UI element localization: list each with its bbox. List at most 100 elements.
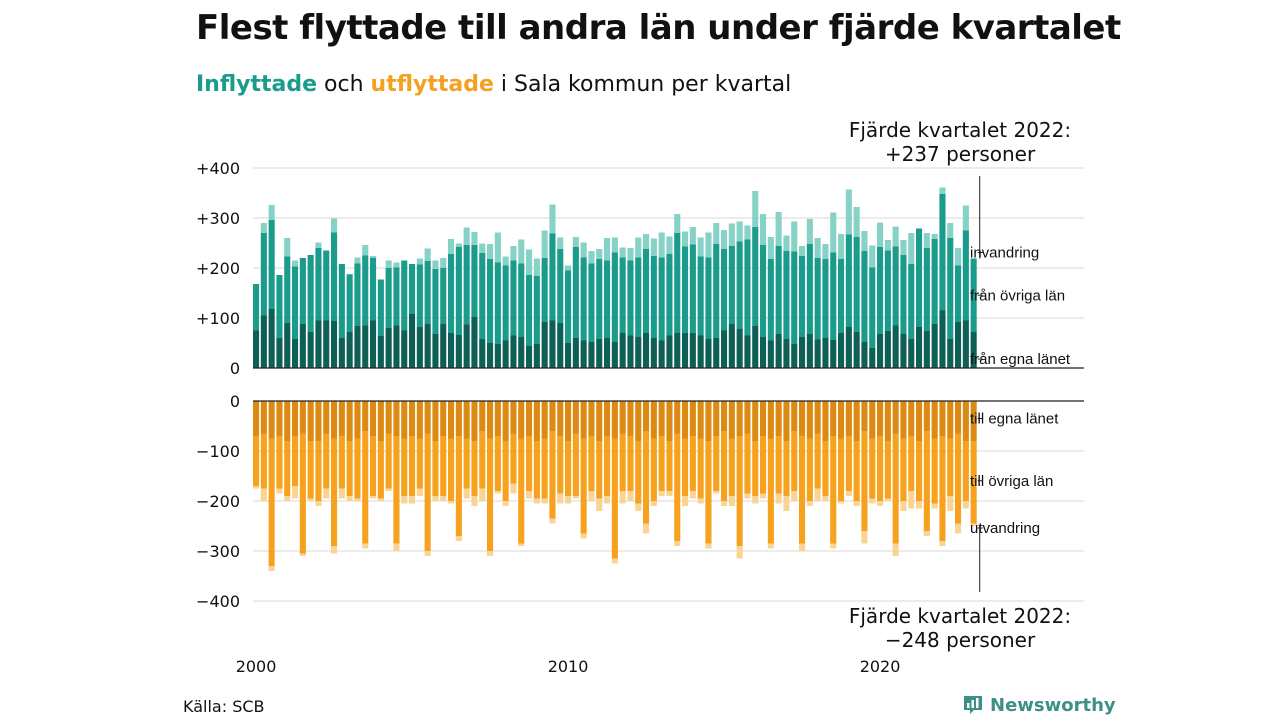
bar-out-ovriga <box>697 438 704 499</box>
bar-in-ovriga <box>713 244 720 338</box>
bar-in-invandring <box>650 238 657 256</box>
bar-in-invandring <box>931 234 938 239</box>
bar-out-utvandring <box>908 491 915 509</box>
bar-in-ovriga <box>471 245 478 317</box>
bar-out-utvandring <box>923 531 930 536</box>
bar-in-invandring <box>713 223 720 244</box>
bar-in-ovriga <box>674 233 681 333</box>
bar-in-ovriga <box>822 259 829 338</box>
bar-in-ovriga <box>292 266 299 339</box>
bar-out-utvandring <box>526 491 533 499</box>
bar-out-egna <box>721 401 728 431</box>
bar-in-invandring <box>697 237 704 257</box>
bar-out-utvandring <box>260 488 267 501</box>
bar-out-utvandring <box>307 498 314 501</box>
bar-in-ovriga <box>650 256 657 338</box>
bar-in-ovriga <box>588 263 595 342</box>
bar-in-invandring <box>830 212 837 253</box>
x-tick-label: 2020 <box>860 657 901 676</box>
bar-in-egna <box>354 326 361 368</box>
newsworthy-bars-icon <box>964 696 982 714</box>
bar-out-ovriga <box>409 436 416 496</box>
bar-in-invandring <box>479 243 486 253</box>
bar-out-utvandring <box>362 543 369 549</box>
bar-out-utvandring <box>736 546 743 559</box>
bar-in-ovriga <box>479 253 486 339</box>
bar-in-ovriga <box>877 247 884 334</box>
bar-out-utvandring <box>853 501 860 506</box>
bar-in-egna <box>760 337 767 368</box>
bar-in-egna <box>331 321 338 368</box>
bar-in-invandring <box>393 262 400 268</box>
bar-out-egna <box>658 401 665 436</box>
bar-out-ovriga <box>377 441 384 499</box>
bar-out-egna <box>526 401 533 436</box>
bar-out-ovriga <box>728 438 735 496</box>
bar-in-invandring <box>861 231 868 251</box>
bar-out-utvandring <box>354 498 361 501</box>
bar-in-invandring <box>268 205 275 220</box>
bar-out-egna <box>705 401 712 441</box>
bar-out-ovriga <box>604 436 611 496</box>
bar-out-utvandring <box>611 558 618 564</box>
bar-in-invandring <box>783 235 790 251</box>
bar-out-egna <box>791 401 798 431</box>
bar-out-ovriga <box>767 438 774 544</box>
bar-out-egna <box>775 401 782 436</box>
bar-out-egna <box>884 401 891 441</box>
bar-out-egna <box>604 401 611 436</box>
bar-out-ovriga <box>760 436 767 494</box>
bar-out-utvandring <box>323 488 330 499</box>
bar-in-egna <box>526 346 533 368</box>
bar-in-ovriga <box>307 255 314 332</box>
bar-in-ovriga <box>401 260 408 331</box>
bar-out-ovriga <box>830 436 837 544</box>
bar-out-utvandring <box>424 551 431 556</box>
bar-in-egna <box>518 337 525 368</box>
bar-out-egna <box>393 401 400 436</box>
bar-in-egna <box>970 332 977 368</box>
bar-out-utvandring <box>916 501 923 509</box>
bar-in-egna <box>705 339 712 368</box>
bar-out-utvandring <box>682 496 689 506</box>
bar-in-ovriga <box>962 230 969 321</box>
bar-in-ovriga <box>346 274 353 332</box>
bar-out-utvandring <box>494 491 501 494</box>
bar-in-invandring <box>799 246 806 256</box>
bar-out-utvandring <box>463 488 470 499</box>
bar-in-ovriga <box>260 233 267 316</box>
bar-in-invandring <box>767 237 774 259</box>
bar-in-egna <box>424 324 431 368</box>
bar-in-egna <box>611 342 618 368</box>
bar-out-utvandring <box>588 491 595 501</box>
newsworthy-logo: Newsworthy <box>962 694 1116 716</box>
bar-out-utvandring <box>471 496 478 506</box>
bar-out-utvandring <box>549 518 556 524</box>
bar-out-ovriga <box>674 433 681 541</box>
bar-out-ovriga <box>401 438 408 496</box>
bar-out-egna <box>892 401 899 434</box>
bar-out-utvandring <box>604 496 611 504</box>
bar-in-ovriga <box>744 239 751 336</box>
bar-out-ovriga <box>658 436 665 491</box>
annotation-top-line2: +237 personer <box>884 142 1036 166</box>
bar-in-egna <box>619 333 626 368</box>
bar-in-egna <box>557 323 564 368</box>
bar-in-invandring <box>260 223 267 233</box>
bar-out-ovriga <box>494 436 501 491</box>
subtitle-inflyttade: Inflyttade <box>196 72 318 97</box>
bar-out-utvandring <box>775 493 782 504</box>
bar-out-utvandring <box>884 498 891 501</box>
bar-out-utvandring <box>268 566 275 571</box>
bar-out-ovriga <box>253 436 260 486</box>
bar-in-invandring <box>487 244 494 259</box>
bar-out-ovriga <box>331 438 338 546</box>
bar-out-egna <box>580 401 587 439</box>
bar-out-egna <box>596 401 603 441</box>
bar-out-ovriga <box>362 431 369 544</box>
bar-in-egna <box>260 315 267 368</box>
bar-in-egna <box>253 330 260 368</box>
annotation-bottom-line2: −248 personer <box>884 628 1036 652</box>
bar-in-invandring <box>565 265 572 271</box>
bar-in-invandring <box>884 240 891 251</box>
